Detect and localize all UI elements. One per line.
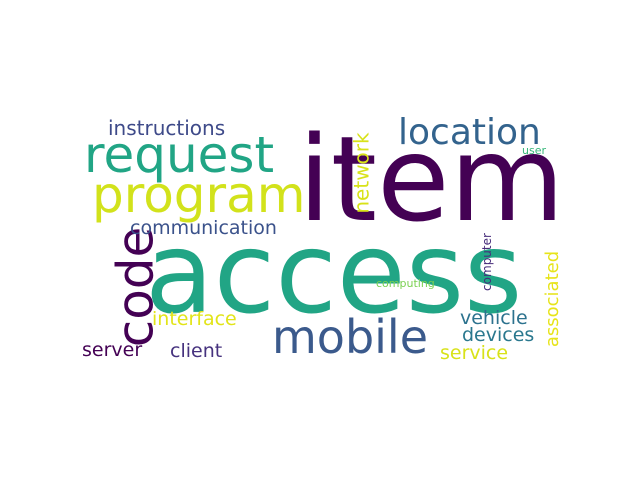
word-server: server <box>82 341 142 360</box>
word-client: client <box>170 342 222 361</box>
word-interface: interface <box>152 310 237 329</box>
word-mobile: mobile <box>272 314 428 360</box>
word-computer: computer <box>481 233 493 291</box>
word-service: service <box>440 344 508 363</box>
word-user: user <box>522 145 546 156</box>
word-network: network <box>352 132 372 213</box>
word-communication: communication <box>130 219 277 238</box>
word-location: location <box>398 115 541 151</box>
word-associated: associated <box>544 251 562 347</box>
word-instructions: instructions <box>108 118 225 138</box>
word-computing: computing <box>376 278 435 289</box>
word-program: program <box>92 170 305 220</box>
